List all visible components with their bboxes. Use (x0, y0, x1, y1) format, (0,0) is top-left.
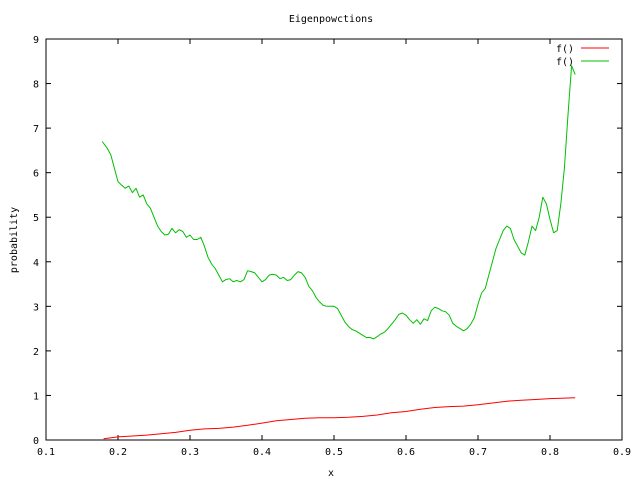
x-axis-ticks: 0.1 0.2 0.3 0.4 0.5 0.6 0.7 0.8 0.9 (37, 39, 631, 458)
y-tick-label: 4 (33, 258, 39, 269)
y-tick-label: 1 (33, 391, 39, 402)
x-axis-label: x (328, 468, 334, 479)
y-axis-ticks: 0 1 2 3 4 5 6 7 8 9 (33, 35, 622, 447)
y-axis-label: probability (9, 207, 20, 273)
x-tick-label: 0.2 (109, 447, 127, 458)
legend-label: f() (556, 57, 574, 68)
x-tick-label: 0.3 (181, 447, 199, 458)
y-tick-label: 6 (33, 169, 39, 180)
series-line-1 (103, 397, 576, 440)
x-tick-label: 0.6 (397, 447, 415, 458)
y-tick-label: 2 (33, 347, 39, 358)
chart-title: Eigenpowctions (289, 14, 373, 25)
plot-frame (45, 38, 623, 441)
y-tick-label: 0 (33, 436, 39, 447)
legend-label: f() (556, 44, 574, 55)
x-tick-label: 0.8 (541, 447, 559, 458)
series-line-2 (101, 65, 576, 340)
x-tick-label: 0.7 (469, 447, 487, 458)
x-tick-label: 0.4 (253, 447, 271, 458)
x-tick-label: 0.1 (37, 447, 55, 458)
x-tick-label: 0.9 (613, 447, 631, 458)
legend: f() f() (556, 44, 609, 68)
series-layer (101, 65, 576, 440)
y-tick-label: 5 (33, 213, 39, 224)
x-tick-label: 0.5 (325, 447, 343, 458)
y-tick-label: 7 (33, 124, 39, 135)
y-tick-label: 9 (33, 35, 39, 46)
y-tick-label: 3 (33, 302, 39, 313)
y-tick-label: 8 (33, 80, 39, 91)
